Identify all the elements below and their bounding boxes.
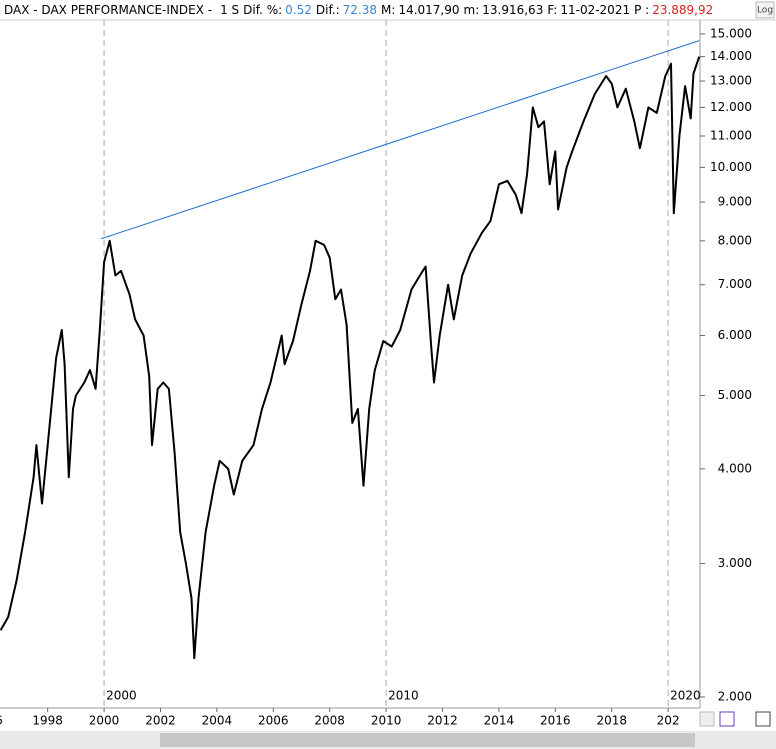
x-tick-label: 2010 bbox=[371, 714, 402, 728]
x-tick-label: 2016 bbox=[540, 714, 571, 728]
field-value: 13.916,63 bbox=[482, 3, 543, 17]
x-tick-label: 202 bbox=[657, 714, 680, 728]
header-period: 1 S bbox=[220, 3, 239, 17]
scroll-thumb[interactable] bbox=[160, 733, 695, 747]
y-tick-label: 14.000 bbox=[710, 49, 752, 63]
y-tick-label: 7.000 bbox=[718, 277, 752, 291]
y-tick-label: 15.000 bbox=[710, 26, 752, 40]
x-tick-label: 2014 bbox=[484, 714, 515, 728]
x-tick-label: 2006 bbox=[258, 714, 289, 728]
x-tick-label: 2002 bbox=[145, 714, 176, 728]
log-button-label: Log bbox=[757, 6, 773, 16]
y-tick-label: 3.000 bbox=[718, 556, 752, 570]
y-tick-label: 2.000 bbox=[718, 689, 752, 703]
x-tick-label: 1998 bbox=[32, 714, 63, 728]
y-tick-label: 4.000 bbox=[718, 461, 752, 475]
x-tick-label: 2012 bbox=[427, 714, 458, 728]
y-tick-label: 8.000 bbox=[718, 233, 752, 247]
y-tick-label: 12.000 bbox=[710, 100, 752, 114]
save-button[interactable] bbox=[719, 711, 735, 727]
log-button[interactable] bbox=[755, 1, 775, 19]
field-value: 11-02-2021 bbox=[560, 3, 630, 17]
field-label: F: bbox=[547, 3, 557, 17]
x-tick-label: 2008 bbox=[314, 714, 345, 728]
y-tick-label: 6.000 bbox=[718, 328, 752, 342]
header-title: DAX - DAX PERFORMANCE-INDEX - bbox=[4, 3, 212, 17]
header: DAX - DAX PERFORMANCE-INDEX - 1 S Dif. %: 0… bbox=[4, 3, 713, 17]
x-tick-label: 2018 bbox=[596, 714, 627, 728]
field-value: 72.38 bbox=[343, 3, 377, 17]
x-tick-label: 2000 bbox=[89, 714, 120, 728]
x-tick-label: 996 bbox=[0, 714, 3, 728]
close-button[interactable] bbox=[755, 711, 771, 727]
y-tick-label: 5.000 bbox=[718, 388, 752, 402]
field-label: P : bbox=[634, 3, 649, 17]
zoom-button[interactable] bbox=[699, 711, 715, 727]
x-tick-label: 2004 bbox=[202, 714, 233, 728]
field-label: Dif.: bbox=[316, 3, 340, 17]
price-line bbox=[0, 56, 701, 660]
decade-label: 2000 bbox=[106, 689, 137, 703]
field-label: Dif. %: bbox=[243, 3, 282, 17]
field-label: M: bbox=[381, 3, 395, 17]
y-tick-label: 13.000 bbox=[710, 74, 752, 88]
field-value: 0.52 bbox=[285, 3, 312, 17]
trendline bbox=[101, 40, 700, 240]
y-tick-label: 11.000 bbox=[710, 129, 752, 143]
field-value: 14.017,90 bbox=[398, 3, 459, 17]
field-value: 23.889,92 bbox=[652, 3, 713, 17]
field-label: m: bbox=[464, 3, 480, 17]
decade-label: 2010 bbox=[388, 689, 419, 703]
y-tick-label: 10.000 bbox=[710, 160, 752, 174]
decade-label: 2020 bbox=[670, 689, 701, 703]
y-tick-label: 9.000 bbox=[718, 195, 752, 209]
